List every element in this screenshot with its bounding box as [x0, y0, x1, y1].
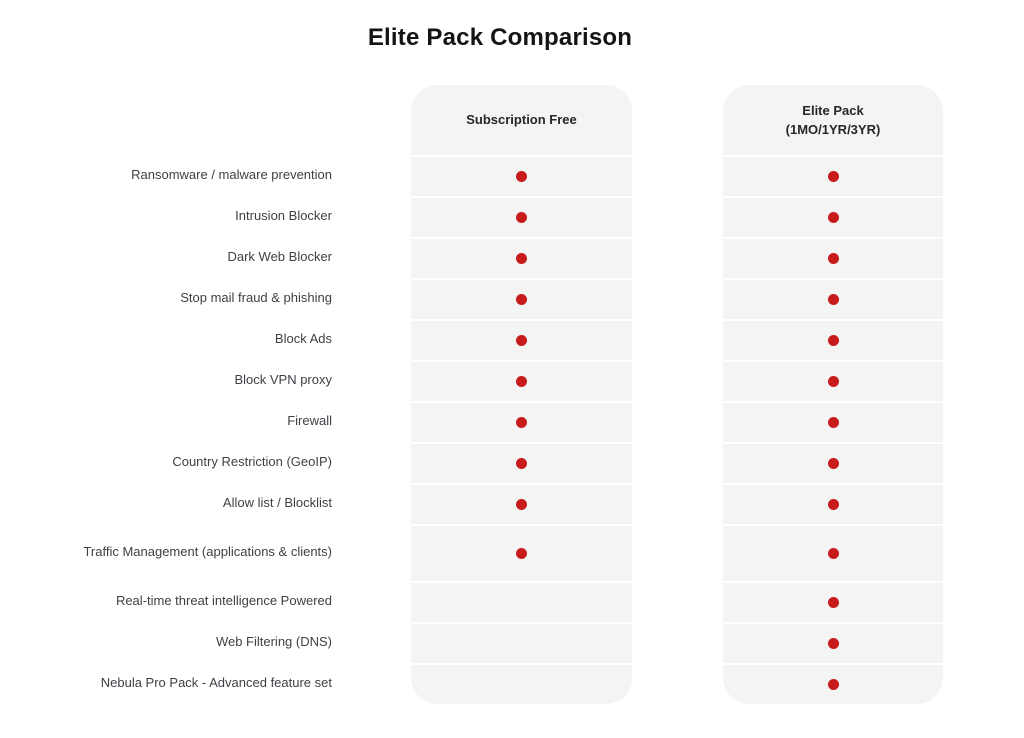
- feature-label: Web Filtering (DNS): [215, 634, 332, 650]
- page-title: Elite Pack Comparison: [367, 24, 633, 51]
- feature-labels-column: Ransomware / malware prevention Intrusion…: [60, 85, 332, 704]
- feature-included-dot-icon: [516, 253, 527, 264]
- elite-feature-cell: [723, 524, 943, 581]
- feature-included-dot-icon: [827, 417, 839, 428]
- elite-feature-cell: [723, 278, 943, 319]
- free-feature-cell: [411, 622, 632, 663]
- feature-included-dot-icon: [827, 458, 839, 469]
- elite-feature-cell: [723, 360, 943, 401]
- elite-pack-header-label-line2: (1MO/1YR/3YR): [785, 122, 881, 137]
- free-feature-cell: [411, 401, 632, 442]
- elite-feature-cell: [723, 483, 943, 524]
- elite-feature-cell: [723, 401, 943, 442]
- feature-label: Real-time threat intelligence Powered: [115, 593, 332, 609]
- feature-included-dot-icon: [516, 376, 527, 387]
- free-feature-cell: [411, 319, 632, 360]
- elite-pack-header: Elite Pack (1MO/1YR/3YR): [723, 85, 943, 155]
- elite-feature-cell: [723, 155, 943, 196]
- feature-included-dot-icon: [827, 294, 839, 305]
- elite-feature-cell: [723, 237, 943, 278]
- free-column-body: [411, 155, 632, 704]
- feature-included-dot-icon: [516, 548, 527, 559]
- feature-label: Firewall: [287, 413, 332, 429]
- elite-feature-cell: [723, 196, 943, 237]
- feature-included-dot-icon: [516, 171, 527, 182]
- free-feature-cell: [411, 155, 632, 196]
- free-feature-cell: [411, 196, 632, 237]
- feature-label: Country Restriction (GeoIP): [172, 454, 332, 470]
- feature-included-dot-icon: [827, 548, 839, 559]
- subscription-free-header-label: Subscription Free: [466, 112, 577, 128]
- feature-label: Dark Web Blocker: [227, 249, 332, 265]
- free-feature-cell: [411, 278, 632, 319]
- feature-label: Traffic Management (applications & clien…: [83, 544, 332, 560]
- feature-label: Nebula Pro Pack - Advanced feature set: [100, 675, 332, 691]
- elite-feature-cell: [723, 622, 943, 663]
- feature-included-dot-icon: [827, 212, 839, 223]
- free-feature-cell: [411, 483, 632, 524]
- feature-included-dot-icon: [516, 458, 527, 469]
- feature-included-dot-icon: [827, 499, 839, 510]
- elite-column-body: [723, 155, 943, 704]
- feature-label: Allow list / Blocklist: [222, 495, 332, 511]
- feature-included-dot-icon: [516, 335, 527, 346]
- feature-included-dot-icon: [516, 417, 527, 428]
- subscription-free-column: Subscription Free: [411, 85, 632, 704]
- feature-included-dot-icon: [827, 335, 839, 346]
- feature-label: Block VPN proxy: [234, 372, 332, 388]
- elite-feature-cell: [723, 319, 943, 360]
- feature-included-dot-icon: [827, 597, 839, 608]
- feature-label: Stop mail fraud & phishing: [180, 290, 332, 306]
- feature-included-dot-icon: [827, 253, 839, 264]
- elite-feature-cell: [723, 663, 943, 704]
- free-feature-cell: [411, 442, 632, 483]
- elite-feature-cell: [723, 442, 943, 483]
- free-feature-cell: [411, 237, 632, 278]
- subscription-free-header: Subscription Free: [411, 85, 632, 155]
- elite-pack-header-label-line1: Elite Pack: [802, 102, 864, 118]
- elite-feature-cell: [723, 581, 943, 622]
- feature-included-dot-icon: [827, 376, 839, 387]
- feature-included-dot-icon: [516, 212, 527, 223]
- free-feature-cell: [411, 663, 632, 704]
- free-feature-cell: [411, 360, 632, 401]
- free-feature-cell: [411, 524, 632, 581]
- feature-label: Intrusion Blocker: [235, 208, 332, 224]
- feature-included-dot-icon: [827, 638, 839, 649]
- feature-included-dot-icon: [516, 294, 527, 305]
- feature-included-dot-icon: [516, 499, 527, 510]
- feature-label: Ransomware / malware prevention: [131, 167, 332, 183]
- comparison-table: Ransomware / malware prevention Intrusion…: [60, 85, 943, 704]
- feature-included-dot-icon: [827, 679, 839, 690]
- free-feature-cell: [411, 581, 632, 622]
- elite-pack-column: Elite Pack (1MO/1YR/3YR): [723, 85, 943, 704]
- feature-included-dot-icon: [827, 171, 839, 182]
- feature-label: Block Ads: [274, 331, 332, 347]
